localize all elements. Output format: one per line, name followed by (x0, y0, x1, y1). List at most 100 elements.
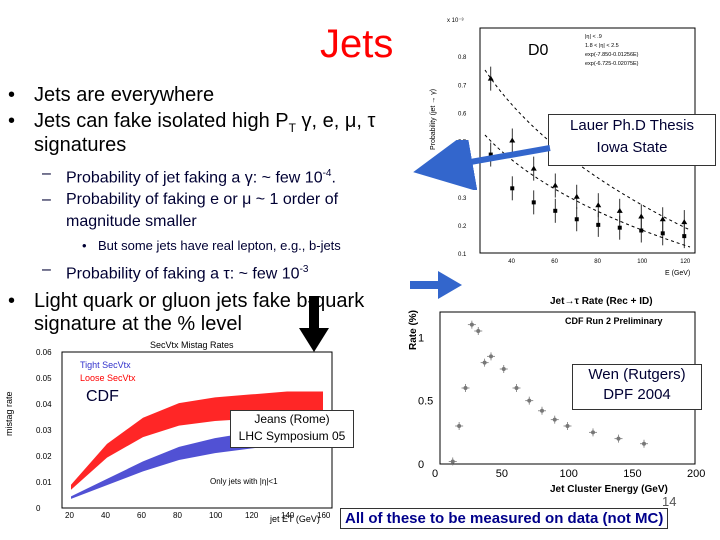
tau-point (591, 430, 595, 435)
page-number: 14 (662, 494, 677, 509)
bullet-dot: • (8, 290, 16, 312)
tau-point (565, 424, 570, 428)
d0-point-central (487, 75, 494, 81)
d0-ylabel: Probability (jet → γ) (430, 89, 437, 150)
d0-point-central (552, 182, 559, 188)
d0-xtick-label: 60 (551, 259, 558, 265)
bullet-light-quark: Light quark or gluon jets fake b-quark (34, 290, 365, 312)
d0-point-forward (531, 200, 536, 205)
tau-point (540, 408, 544, 413)
tau-ytick-label: 1 (418, 332, 424, 344)
tau-xtick-label: 200 (687, 468, 705, 480)
lauer-citation-box: Lauer Ph.D Thesis Iowa State (548, 114, 716, 166)
d0-point-forward (596, 222, 601, 227)
d0-point-forward (553, 208, 558, 213)
sub-bullet-tau: Probability of faking a τ: ~ few 10-3 (66, 264, 309, 283)
cdf-label: CDF (86, 388, 119, 405)
mistag-ytick-label: 0.01 (36, 478, 52, 487)
mistag-ylabel: mistag rate (4, 391, 14, 436)
d0-point-forward (660, 231, 665, 236)
tau-point (450, 459, 455, 464)
sub-sub-bullet-bjets: But some jets have real lepton, e.g., b-… (98, 238, 341, 253)
tau-point (476, 329, 481, 333)
down-arrow (299, 296, 329, 352)
d0-point-central (509, 137, 516, 143)
tau-point (642, 441, 646, 446)
d0-ytick-label: 0.8 (458, 55, 467, 61)
wen-citation-box: Wen (Rutgers) DPF 2004 (572, 364, 702, 410)
d0-ytick-label: 0.1 (458, 252, 467, 258)
d0-fit-curve-2 (484, 134, 691, 248)
d0-point-forward (617, 225, 622, 230)
dash: – (42, 191, 51, 208)
sub-bullet-gamma: Probability of jet faking a γ: ~ few 10-… (66, 168, 336, 187)
wen-line1: Wen (Rutgers) (588, 366, 686, 383)
mistag-xlabel: jet ET (GeV) (269, 514, 320, 524)
bullet-light-quark-cont: signature at the % level (34, 313, 242, 335)
lauer-line2: Iowa State (596, 139, 668, 156)
lauer-arrow (413, 140, 551, 190)
d0-legend-2: 1.8 < |η| < 2.5 (585, 43, 619, 49)
d0-point-central (595, 202, 602, 208)
tau-xtick-label: 150 (623, 468, 641, 480)
tau-xtick-label: 50 (496, 468, 508, 480)
mistag-xtick-label: 120 (245, 511, 259, 520)
tau-ytick-label: 0.5 (418, 396, 433, 408)
d0-xtick-label: 100 (637, 259, 648, 265)
bullet-dot: • (82, 238, 87, 253)
mistag-xtick-label: 140 (281, 511, 295, 520)
tau-ytick-label: 0 (418, 459, 424, 471)
d0-xtick-label: 80 (594, 259, 601, 265)
d0-point-forward (639, 228, 644, 233)
d0-fit-curve-1 (484, 69, 691, 231)
d0-xlabel: E (GeV) (665, 270, 690, 277)
d0-yscale: x 10⁻³ (447, 18, 464, 24)
mistag-ytick-label: 0.03 (36, 426, 52, 435)
slide-title: Jets (320, 22, 394, 66)
mistag-ytick-label: 0.06 (36, 348, 52, 357)
lauer-line1: Lauer Ph.D Thesis (570, 117, 694, 134)
tau-xtick-label: 100 (560, 468, 578, 480)
mistag-note: Only jets with |η|<1 (210, 477, 278, 486)
bullet-jets-everywhere: Jets are everywhere (34, 84, 215, 106)
d0-point-central (616, 207, 623, 213)
jeans-citation-box: Jeans (Rome) LHC Symposium 05 (230, 410, 354, 448)
tau-point (457, 424, 462, 428)
tau-point (527, 398, 532, 403)
tau-point (552, 417, 557, 422)
d0-legend-1: |η| < .9 (585, 34, 602, 40)
mistag-title: SecVtx Mistag Rates (150, 340, 234, 350)
bullet-signatures: signatures (34, 134, 127, 156)
d0-point-forward (682, 234, 687, 239)
mistag-legend-tight: Tight SecVtx (80, 360, 131, 370)
mistag-ytick-label: 0 (36, 504, 41, 513)
bullet-dot: • (8, 110, 16, 132)
d0-point-forward (510, 186, 515, 191)
dash: – (42, 165, 51, 182)
d0-point-central (681, 219, 688, 225)
mistag-xtick-label: 20 (65, 511, 74, 520)
tau-point (501, 367, 506, 371)
tau-point (489, 354, 493, 359)
footer-note: All of these to be measured on data (not… (340, 508, 669, 529)
tau-point (463, 386, 468, 390)
mistag-xtick-label: 40 (101, 511, 110, 520)
sub-bullet-e-mu: Probability of faking e or μ ~ 1 order o… (66, 191, 339, 208)
mistag-xtick-label: 80 (173, 511, 182, 520)
d0-point-central (530, 165, 537, 171)
d0-fit-1: exp(-7.850-0.01256E) (585, 52, 639, 58)
tau-point (616, 436, 621, 441)
mistag-xtick-label: 100 (209, 511, 223, 520)
d0-fit-2: exp(-6.725-0.02075E) (585, 61, 639, 67)
mistag-ytick-label: 0.04 (36, 400, 52, 409)
d0-xtick-label: 40 (508, 259, 515, 265)
jeans-line2: LHC Symposium 05 (238, 429, 346, 443)
jeans-line1: Jeans (Rome) (254, 412, 330, 426)
tau-point (482, 360, 487, 365)
tau-xtick-label: 0 (432, 468, 438, 480)
d0-xtick-label: 120 (680, 259, 691, 265)
d0-point-central (659, 216, 666, 222)
d0-point-central (638, 213, 645, 219)
bullet-dot: • (8, 84, 16, 106)
tau-point (469, 322, 474, 327)
